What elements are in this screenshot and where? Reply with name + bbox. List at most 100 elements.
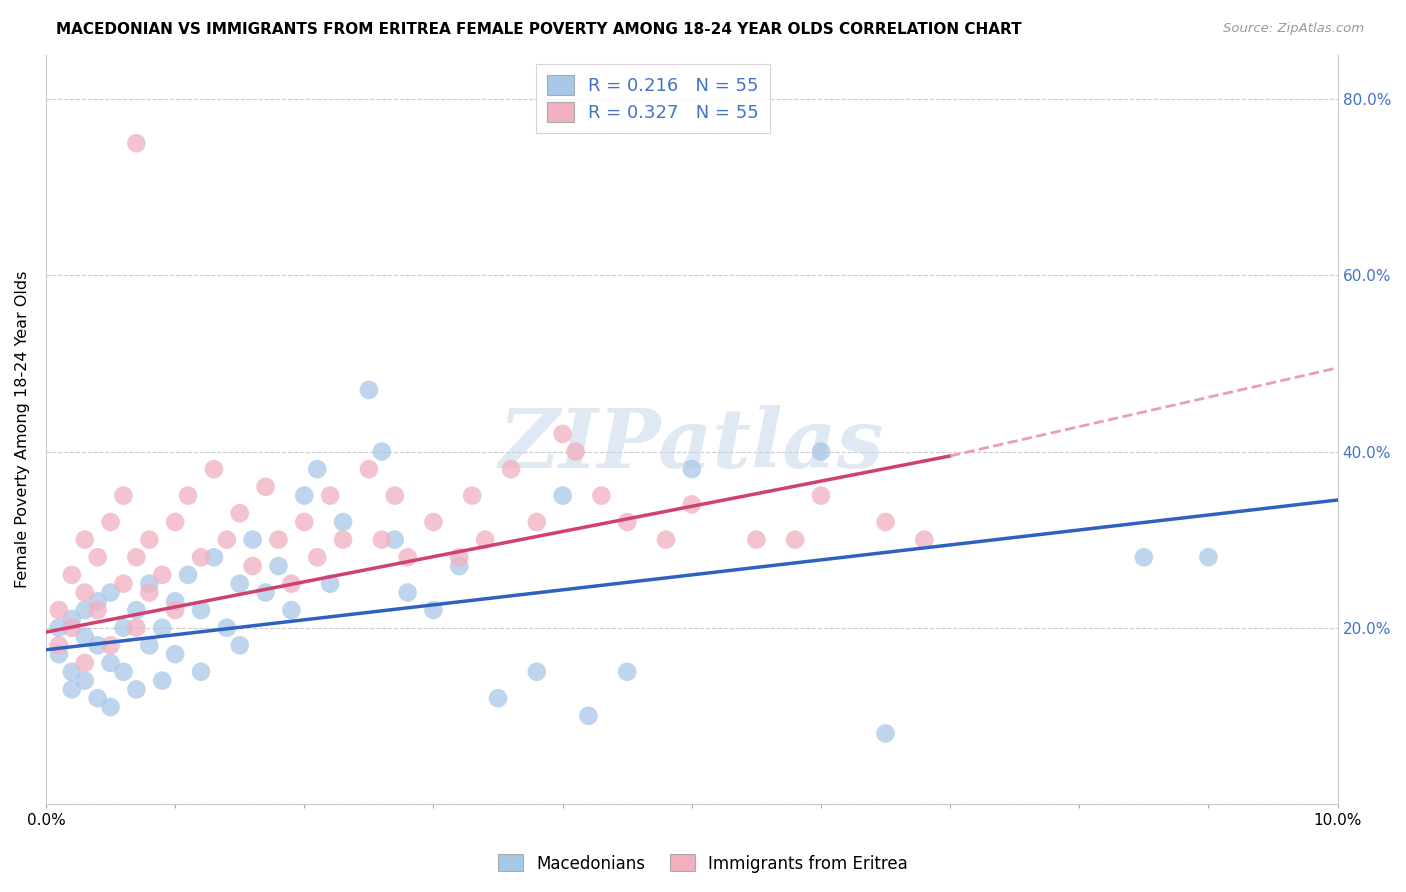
Text: ZIPatlas: ZIPatlas	[499, 404, 884, 484]
Point	[474, 533, 496, 547]
Point	[422, 603, 444, 617]
Point	[138, 533, 160, 547]
Point	[681, 497, 703, 511]
Point	[100, 638, 122, 652]
Point	[60, 621, 83, 635]
Point	[267, 533, 290, 547]
Point	[228, 576, 250, 591]
Point	[449, 559, 471, 574]
Point	[215, 533, 238, 547]
Point	[1133, 550, 1156, 565]
Point	[202, 550, 225, 565]
Point	[165, 647, 187, 661]
Point	[591, 489, 613, 503]
Point	[461, 489, 484, 503]
Point	[254, 480, 277, 494]
Point	[150, 567, 173, 582]
Point	[280, 603, 302, 617]
Point	[810, 444, 832, 458]
Point	[616, 515, 638, 529]
Point	[73, 533, 96, 547]
Point	[228, 638, 250, 652]
Point	[332, 533, 354, 547]
Point	[48, 647, 70, 661]
Point	[138, 638, 160, 652]
Point	[177, 567, 200, 582]
Point	[578, 708, 600, 723]
Point	[150, 673, 173, 688]
Point	[48, 603, 70, 617]
Point	[745, 533, 768, 547]
Point	[73, 673, 96, 688]
Text: MACEDONIAN VS IMMIGRANTS FROM ERITREA FEMALE POVERTY AMONG 18-24 YEAR OLDS CORRE: MACEDONIAN VS IMMIGRANTS FROM ERITREA FE…	[56, 22, 1022, 37]
Point	[215, 621, 238, 635]
Point	[138, 576, 160, 591]
Point	[875, 515, 897, 529]
Point	[357, 462, 380, 476]
Point	[125, 136, 148, 151]
Legend: Macedonians, Immigrants from Eritrea: Macedonians, Immigrants from Eritrea	[491, 847, 915, 880]
Point	[332, 515, 354, 529]
Point	[307, 462, 329, 476]
Point	[202, 462, 225, 476]
Point	[190, 603, 212, 617]
Point	[60, 567, 83, 582]
Point	[292, 489, 315, 503]
Point	[165, 603, 187, 617]
Point	[912, 533, 935, 547]
Point	[190, 665, 212, 679]
Point	[100, 515, 122, 529]
Point	[86, 550, 108, 565]
Point	[564, 444, 586, 458]
Point	[254, 585, 277, 599]
Point	[384, 533, 406, 547]
Point	[100, 700, 122, 714]
Point	[165, 515, 187, 529]
Point	[150, 621, 173, 635]
Point	[616, 665, 638, 679]
Point	[526, 515, 548, 529]
Point	[449, 550, 471, 565]
Point	[73, 585, 96, 599]
Point	[655, 533, 678, 547]
Point	[384, 489, 406, 503]
Point	[190, 550, 212, 565]
Point	[177, 489, 200, 503]
Point	[267, 559, 290, 574]
Legend: R = 0.216   N = 55, R = 0.327   N = 55: R = 0.216 N = 55, R = 0.327 N = 55	[536, 64, 770, 133]
Point	[307, 550, 329, 565]
Point	[60, 682, 83, 697]
Point	[357, 383, 380, 397]
Point	[499, 462, 522, 476]
Point	[810, 489, 832, 503]
Point	[396, 550, 419, 565]
Point	[319, 576, 342, 591]
Point	[1198, 550, 1220, 565]
Point	[486, 691, 509, 706]
Point	[396, 585, 419, 599]
Point	[319, 489, 342, 503]
Point	[551, 426, 574, 441]
Point	[681, 462, 703, 476]
Point	[100, 585, 122, 599]
Point	[86, 638, 108, 652]
Point	[112, 489, 135, 503]
Point	[86, 603, 108, 617]
Point	[242, 533, 264, 547]
Point	[60, 612, 83, 626]
Point	[371, 444, 394, 458]
Point	[112, 621, 135, 635]
Point	[86, 691, 108, 706]
Point	[125, 682, 148, 697]
Point	[526, 665, 548, 679]
Point	[100, 656, 122, 670]
Y-axis label: Female Poverty Among 18-24 Year Olds: Female Poverty Among 18-24 Year Olds	[15, 271, 30, 588]
Point	[125, 621, 148, 635]
Point	[280, 576, 302, 591]
Point	[60, 665, 83, 679]
Point	[73, 603, 96, 617]
Point	[422, 515, 444, 529]
Point	[228, 506, 250, 520]
Point	[138, 585, 160, 599]
Point	[112, 576, 135, 591]
